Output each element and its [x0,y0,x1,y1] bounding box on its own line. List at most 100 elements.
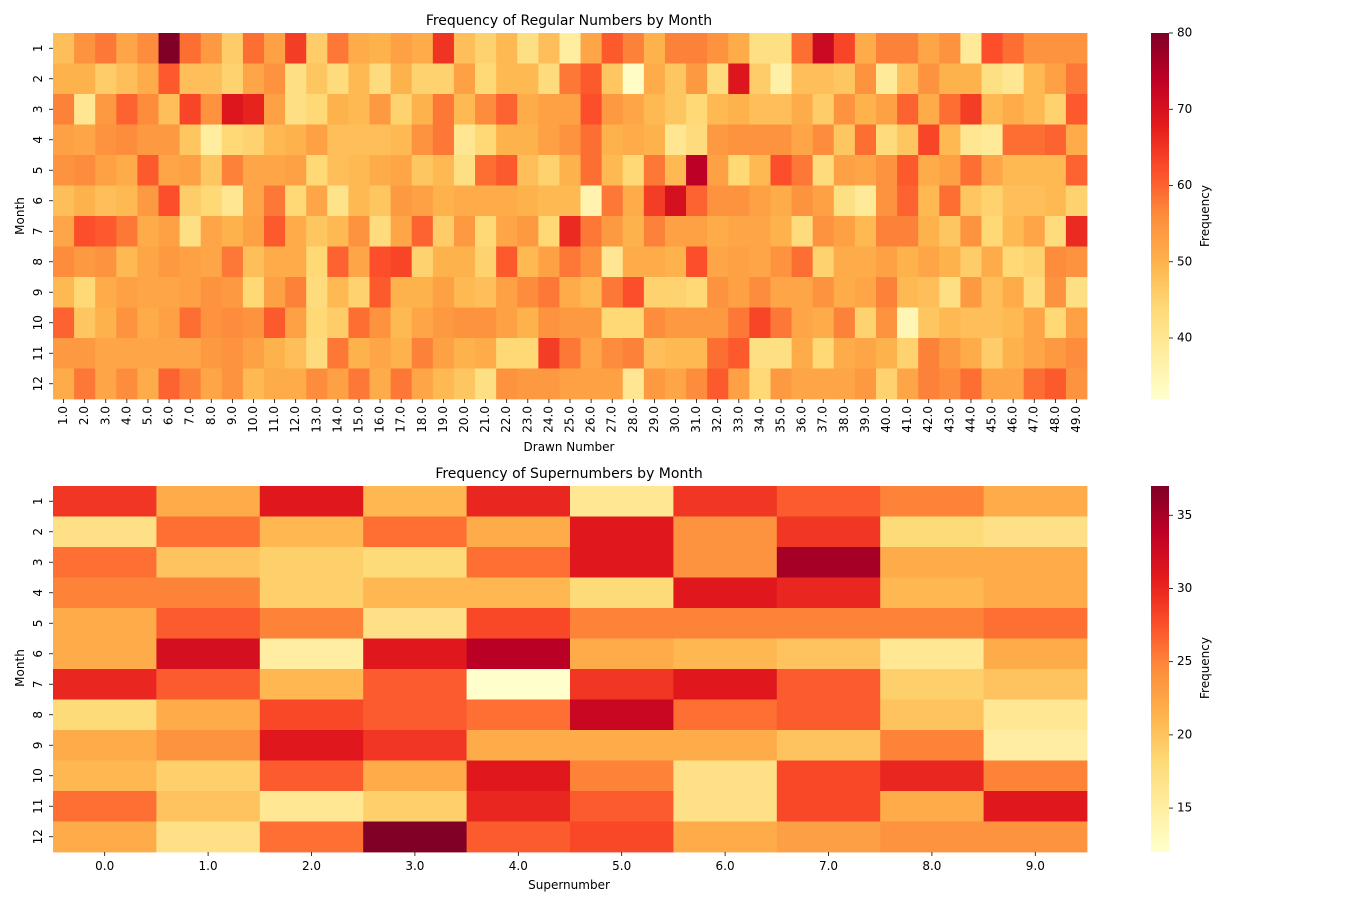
heatmap-cell [1002,277,1025,308]
x-tick-label: 13.0 [309,406,323,433]
heatmap-cell [1002,33,1025,64]
heatmap-cell [221,155,244,186]
heatmap-cell [939,185,961,217]
heatmap-cell [791,185,814,217]
heatmap-cell [791,63,814,95]
heatmap-cell [285,155,307,186]
heatmap-cell [776,638,881,670]
heatmap-cell [673,608,778,639]
heatmap-cell [673,577,778,609]
colorbar-tick-label: 80 [1177,26,1192,40]
heatmap-cell [369,94,392,125]
heatmap-cell [776,577,881,609]
heatmap-cell [983,577,1088,609]
heatmap-cell [475,277,497,308]
heatmap-cell [432,338,455,369]
heatmap-cell [918,124,940,156]
heatmap-cell [306,124,328,156]
x-tick-label: 31.0 [689,406,703,433]
heatmap-cell [453,124,476,156]
heatmap-cell [981,33,1003,64]
heatmap-cell [897,338,919,369]
heatmap-cell [158,246,181,278]
heatmap-cell [242,216,265,247]
heatmap-cell [285,307,307,339]
heatmap-cell [475,63,497,95]
heatmap-cell [363,730,467,761]
heatmap-cell [981,216,1003,247]
heatmap-cell [95,155,117,186]
colorbar-tick-label: 35 [1177,508,1192,522]
heatmap-cell [1065,246,1088,278]
heatmap-cell [791,246,814,278]
heatmap-cell [363,821,467,853]
x-tick-label: 19.0 [436,406,450,433]
heatmap-cell [1023,155,1046,186]
heatmap-cell [466,577,571,609]
x-tick-label: 2.0 [302,859,321,873]
heatmap-cell [74,368,96,400]
heatmap-cell [221,307,244,339]
colorbar-tick-label: 50 [1177,254,1192,268]
heatmap-cell [158,185,181,217]
heatmap-cell [1023,338,1046,369]
heatmap-cell [728,216,750,247]
heatmap-cell [875,33,898,64]
x-tick-label: 24.0 [541,406,555,433]
heatmap-cell [264,338,286,369]
heatmap-cell [264,185,286,217]
colorbar-tick-label: 40 [1177,331,1192,345]
heatmap-cell [179,63,202,95]
heatmap-cell [137,277,159,308]
heatmap-cell [74,277,96,308]
y-tick-label: 7 [31,680,45,688]
heatmap-cell [791,307,814,339]
heatmap-cell [200,307,223,339]
heatmap-cell [53,124,75,156]
heatmap-cell [517,94,539,125]
heatmap-cell [1044,155,1067,186]
heatmap-cell [770,368,792,400]
y-tick-label: 8 [31,258,45,266]
heatmap-cell [854,277,877,308]
heatmap-cell [960,155,982,186]
x-tick-label: 29.0 [647,406,661,433]
heatmap-cell [622,94,645,125]
heatmap-cell [770,94,792,125]
heatmap-cell [664,94,687,125]
heatmap-cell [116,63,138,95]
heatmap-cell [432,185,455,217]
x-tick-labels: 1.0 2.0 3.0 4.0 5.0 6.0 7.0 8.0 9.0 10.0 11.0 12.0 1… [56,399,1083,433]
heatmap-cell [1065,216,1088,247]
heatmap-cell [327,277,349,308]
heatmap-cell [411,63,434,95]
heatmap-cell [1065,94,1088,125]
heatmap-cell [156,760,261,792]
heatmap-cell [369,216,392,247]
heatmap-cell [580,63,603,95]
heatmap-cell [622,368,645,400]
heatmap-cell [1065,33,1088,64]
heatmap-cell [158,94,181,125]
heatmap-cell [496,33,518,64]
y-tick-label: 6 [31,197,45,205]
heatmap-cell [1002,368,1025,400]
heatmap-cell [918,338,940,369]
heatmap-cell [496,185,518,217]
heatmap-cell [559,63,581,95]
heatmap-cell [1044,124,1067,156]
heatmap-cell [432,368,455,400]
heatmap-cell [812,338,835,369]
heatmap-cell [74,124,96,156]
x-tick-label: 7.0 [819,859,838,873]
colorbar-tick-label: 25 [1177,654,1192,668]
heatmap-cell [264,368,286,400]
heatmap-cell [559,155,581,186]
heatmap-cell [1065,124,1088,156]
heatmap-cell [622,216,645,247]
heatmap-cell [812,277,835,308]
heatmap-cell [538,63,560,95]
heatmap-cell [411,94,434,125]
heatmap-cell [411,338,434,369]
heatmap-cell [981,277,1003,308]
